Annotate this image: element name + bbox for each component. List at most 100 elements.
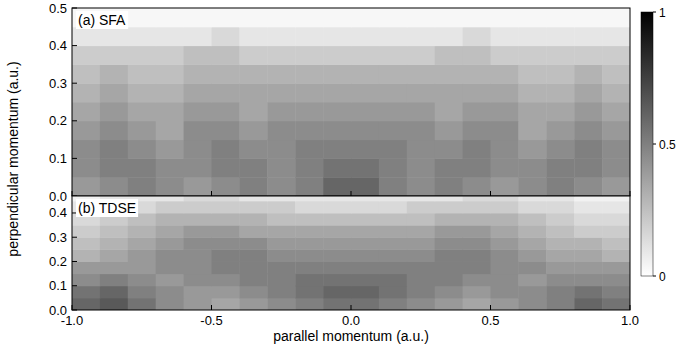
cell: [379, 225, 407, 238]
cell: [351, 140, 379, 159]
cell: [239, 201, 267, 214]
cell: [100, 298, 128, 310]
cell: [518, 286, 546, 299]
cell: [546, 196, 574, 201]
x-tick-label: 0.0: [342, 313, 360, 328]
cell: [295, 261, 323, 274]
cell: [267, 177, 295, 196]
cell: [128, 286, 156, 299]
cell: [212, 225, 240, 238]
cell: [267, 286, 295, 299]
cell: [491, 102, 519, 121]
cell: [295, 237, 323, 250]
cell: [351, 213, 379, 226]
cell: [518, 158, 546, 177]
y-tick: [72, 83, 77, 84]
cell: [128, 121, 156, 140]
cell: [100, 261, 128, 274]
x-tick: [351, 191, 352, 196]
cell: [407, 102, 435, 121]
y-tick: [72, 285, 77, 286]
cell: [323, 64, 351, 83]
cell: [267, 298, 295, 310]
cell: [574, 249, 602, 262]
cell: [602, 261, 630, 274]
cell: [100, 237, 128, 250]
y-tick-label: 0.1: [49, 278, 67, 293]
cell: [574, 83, 602, 102]
y-axis-title: perpendicular momentum (a.u.): [5, 61, 21, 256]
figure: 0.00.10.20.30.40.5(a) SFAperpendicular m…: [0, 0, 685, 346]
cell: [518, 201, 546, 214]
cell: [379, 261, 407, 274]
cell: [379, 196, 407, 201]
cell: [379, 213, 407, 226]
cell: [156, 27, 184, 46]
cell: [267, 102, 295, 121]
cell: [212, 158, 240, 177]
cell: [407, 83, 435, 102]
cell: [184, 46, 212, 65]
cell: [239, 8, 267, 27]
cell: [72, 158, 100, 177]
cell: [379, 46, 407, 65]
cell: [128, 298, 156, 310]
cell: [435, 102, 463, 121]
cell: [212, 249, 240, 262]
cell: [491, 121, 519, 140]
cell: [239, 102, 267, 121]
cell: [295, 274, 323, 287]
cell: [323, 8, 351, 27]
cell: [323, 237, 351, 250]
cell: [295, 249, 323, 262]
cell: [184, 213, 212, 226]
cell: [407, 274, 435, 287]
cell: [435, 261, 463, 274]
cell: [602, 27, 630, 46]
heatmap-cells: [72, 8, 630, 196]
cell: [72, 237, 100, 250]
cell: [72, 140, 100, 159]
cell: [239, 261, 267, 274]
y-tick: [72, 310, 77, 311]
cell: [518, 261, 546, 274]
cell: [184, 261, 212, 274]
cell: [239, 177, 267, 196]
cell: [602, 274, 630, 287]
cell: [407, 249, 435, 262]
cell: [379, 274, 407, 287]
cell: [351, 237, 379, 250]
cell: [100, 274, 128, 287]
cell: [295, 121, 323, 140]
cell: [323, 261, 351, 274]
y-tick: [72, 158, 77, 159]
cell: [295, 177, 323, 196]
cell: [128, 177, 156, 196]
cell: [574, 298, 602, 310]
cell: [546, 27, 574, 46]
cell: [212, 196, 240, 201]
cell: [128, 237, 156, 250]
cell: [72, 46, 100, 65]
cell: [602, 196, 630, 201]
cell: [463, 121, 491, 140]
cell: [351, 286, 379, 299]
cell: [602, 8, 630, 27]
cell: [518, 237, 546, 250]
cell: [128, 261, 156, 274]
cell: [574, 64, 602, 83]
cell: [212, 261, 240, 274]
cell: [407, 140, 435, 159]
cell: [239, 64, 267, 83]
cell: [602, 46, 630, 65]
cell: [602, 158, 630, 177]
cell: [463, 8, 491, 27]
x-tick: [211, 191, 212, 196]
cell: [351, 46, 379, 65]
cell: [379, 140, 407, 159]
y-tick-label: 0.2: [49, 113, 67, 128]
y-tick-label: 0.0: [49, 189, 67, 204]
frame: [72, 196, 630, 310]
cell: [212, 286, 240, 299]
cell: [491, 196, 519, 201]
